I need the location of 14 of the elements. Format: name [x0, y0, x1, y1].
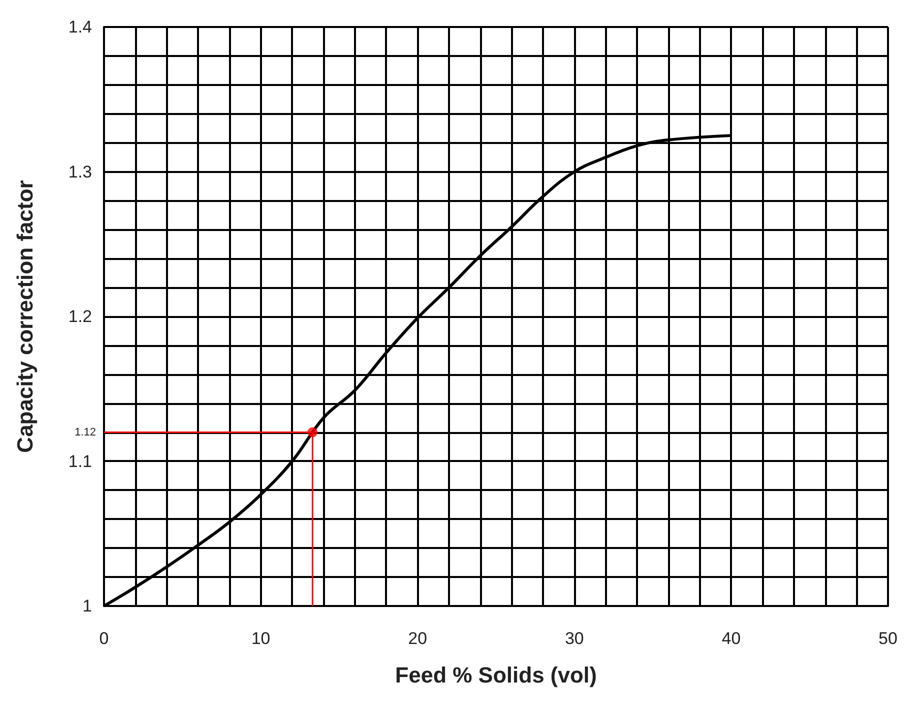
y-tick-label: 1: [82, 596, 92, 616]
x-tick-label: 50: [878, 629, 898, 648]
y-tick-label: 1.4: [68, 18, 92, 36]
y-axis-title: Capacity correction factor: [12, 180, 38, 453]
annotation: 1.12: [74, 426, 96, 438]
y-tick-label: 1.3: [68, 162, 92, 182]
x-tick-label: 30: [564, 629, 584, 648]
y-tick-label: 1.2: [68, 307, 92, 326]
x-tick-label: 20: [408, 629, 428, 648]
x-tick-label: 10: [251, 629, 270, 648]
x-axis-title: Feed % Solids (vol): [395, 662, 597, 688]
x-tick-label: 40: [722, 629, 741, 648]
y-tick-label: 1.1: [68, 452, 92, 471]
x-tick-label: 0: [99, 629, 109, 648]
